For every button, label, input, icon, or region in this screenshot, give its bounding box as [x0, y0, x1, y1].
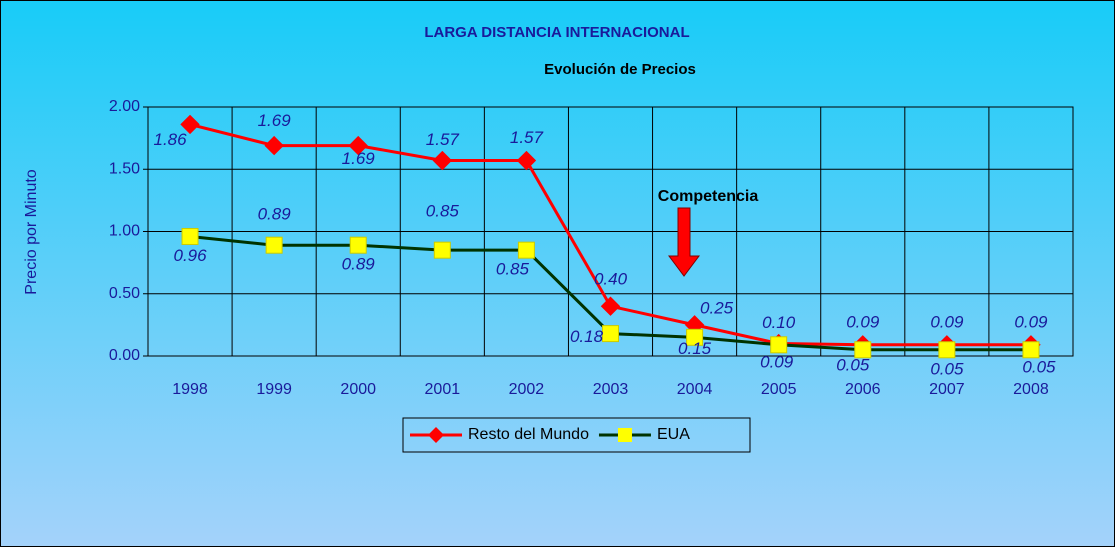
data-label: 1.57	[426, 130, 460, 149]
data-label: 1.69	[258, 111, 292, 130]
x-tick-label: 2004	[677, 381, 713, 398]
y-tick-label: 1.00	[109, 223, 140, 240]
marker	[770, 336, 788, 354]
marker	[938, 341, 956, 359]
y-axis-label: Precio por Minuto	[23, 169, 40, 294]
x-tick-label: 2001	[425, 381, 461, 398]
marker	[602, 325, 619, 343]
data-label: 0.85	[496, 260, 530, 279]
y-tick-label: 1.50	[109, 160, 140, 177]
y-tick-label: 0.50	[109, 285, 140, 302]
data-label: 0.09	[846, 312, 880, 331]
data-label: 0.05	[836, 355, 870, 374]
data-label: 0.25	[700, 298, 734, 317]
marker	[686, 328, 704, 346]
data-label: 0.89	[258, 205, 292, 224]
annotation-arrow	[668, 207, 700, 277]
data-label: 1.69	[342, 149, 376, 168]
legend-marker	[617, 428, 632, 442]
legend-label: Resto del Mundo	[468, 426, 589, 443]
marker	[349, 236, 367, 254]
chart-title: LARGA DISTANCIA INTERNACIONAL	[424, 24, 689, 41]
data-label: 0.18	[570, 327, 604, 346]
marker	[264, 135, 284, 156]
marker	[854, 341, 872, 359]
marker	[516, 150, 537, 171]
data-label: 1.86	[153, 130, 187, 149]
x-tick-label: 2006	[845, 381, 881, 398]
marker	[432, 150, 453, 171]
data-label: 0.96	[173, 246, 207, 265]
annotation: Competencia	[658, 188, 759, 205]
marker	[265, 236, 283, 254]
data-label: 1.57	[510, 128, 544, 147]
x-tick-label: 2008	[1013, 381, 1049, 398]
marker	[180, 114, 200, 135]
x-tick-label: 2002	[509, 381, 545, 398]
data-label: 0.15	[678, 339, 712, 358]
y-tick-label: 0.00	[109, 347, 140, 364]
marker	[348, 135, 368, 156]
x-tick-label: 2007	[929, 381, 965, 398]
marker	[1022, 341, 1040, 359]
legend-marker	[428, 427, 444, 443]
data-label: 0.10	[762, 313, 796, 332]
chart-subtitle: Evolución de Precios	[544, 61, 696, 78]
marker	[600, 296, 621, 316]
legend-box	[402, 417, 751, 453]
data-label: 0.09	[1014, 312, 1048, 331]
data-label: 0.09	[930, 312, 964, 331]
data-label: 0.05	[930, 359, 964, 378]
data-label: 0.05	[1022, 357, 1056, 376]
marker	[517, 241, 535, 259]
x-tick-label: 2000	[340, 381, 376, 398]
marker	[181, 227, 199, 245]
data-label: 0.85	[426, 202, 460, 221]
x-tick-label: 2003	[593, 381, 629, 398]
data-label: 0.89	[342, 255, 376, 274]
legend-label: EUA	[657, 426, 690, 443]
data-label: 0.09	[760, 352, 794, 371]
y-tick-label: 2.00	[109, 98, 140, 115]
marker	[433, 241, 451, 259]
x-tick-label: 2005	[761, 381, 797, 398]
x-tick-label: 1999	[256, 381, 292, 398]
x-tick-label: 1998	[172, 381, 208, 398]
data-label: 0.40	[594, 270, 628, 289]
